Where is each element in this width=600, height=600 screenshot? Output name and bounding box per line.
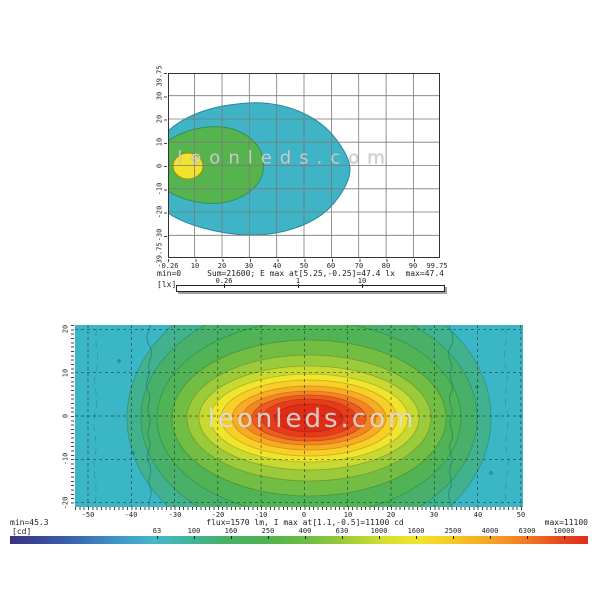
max-value-label: max=47.4 [405,269,444,278]
x-tick-label: 20 [217,262,227,270]
y-tick-label: -20 [155,205,164,219]
colorbar-tick-label: 2500 [444,527,462,535]
grid-lines [75,325,523,507]
colorbar-tick-label: 400 [298,527,312,535]
top-x-minor-ticks [168,259,441,262]
colorbar-tick-label: 630 [335,527,349,535]
y-tick-label: -20 [61,496,70,510]
colorbar-tick-label: 250 [261,527,275,535]
min-value-label: min=45.3 [10,518,49,527]
colorbar-tick [379,536,380,539]
y-tick-label: -10 [61,452,70,466]
x-tick-label: -50 [81,511,95,519]
x-tick-label: 30 [429,511,439,519]
noisy-contour-line [93,328,99,504]
colorbar-tick [268,536,269,539]
y-tick-label: 0 [155,163,164,169]
y-tick-label: -10 [155,182,164,196]
cd-color-scale-bar [10,536,588,544]
y-tick-label: 10 [155,137,164,147]
colorbar-tick [527,536,528,539]
y-tick-label: 39.75 [155,65,164,87]
x-tick-label: 99.75 [426,262,448,270]
x-tick-label: 60 [326,262,336,270]
contour-speck [475,385,479,389]
colorbar-tick [564,536,565,539]
scale-tick-label: 0.26 [215,277,233,285]
y-tick-label: 20 [61,324,70,334]
bottom-x-minor-ticks [75,507,523,510]
y-tick-label: 20 [155,114,164,124]
scale-tick [298,284,299,288]
colorbar-tick [453,536,454,539]
x-tick-label: 70 [354,262,364,270]
colorbar-tick-label: 10000 [553,527,575,535]
illuminance-contour-plot [168,73,440,258]
scale-tick [362,284,363,288]
x-tick-label: -30 [168,511,182,519]
colorbar-tick [342,536,343,539]
min-value-label: min=0 [157,269,182,278]
colorbar-tick-label: 4000 [481,527,499,535]
colorbar-tick [305,536,306,539]
x-tick-label: 30 [244,262,254,270]
x-tick-label: -20 [211,511,225,519]
x-tick-label: 50 [516,511,526,519]
summary-label: flux=1570 lm, I max at[1.1,-0.5]=11100 c… [206,518,404,527]
contour-peak [274,403,344,433]
colorbar-tick [416,536,417,539]
x-tick-label: 0.26 [161,262,179,270]
scale-tick-label: 10 [357,277,367,285]
y-tick-label: 30 [155,91,164,101]
illuminance-region-peak [172,152,204,180]
lux-scale-bar [176,285,445,292]
x-tick-label: 40 [473,511,483,519]
scale-tick [224,284,225,288]
bottom-y-minor-ticks [71,325,74,507]
watermark: leonleds.com [207,404,417,434]
contour-speck [489,471,493,475]
watermark: leonleds.com [177,147,393,169]
x-tick-label: 10 [190,262,200,270]
illuminance-region-mid [168,126,264,204]
noisy-contour-line [448,325,454,507]
x-tick-label: 40 [272,262,282,270]
x-tick-label: -40 [124,511,138,519]
unit-label: [cd] [12,527,32,536]
contour-speck [117,359,121,363]
y-tick-label: 0 [61,413,70,419]
colorbar-tick-label: 63 [152,527,162,535]
colorbar-tick-label: 160 [224,527,238,535]
x-tick-label: 10 [343,511,353,519]
y-tick-label: -30 [155,228,164,242]
grid-lines [168,73,440,258]
colorbar-tick-label: 1000 [370,527,388,535]
colorbar-tick [157,536,158,539]
colorbar-tick [194,536,195,539]
y-tick-label: 10 [61,368,70,378]
noisy-contour-line [145,325,153,507]
unit-label: [lx] [157,280,177,289]
x-tick-label: -10 [254,511,268,519]
x-tick-label: 80 [381,262,391,270]
x-tick-label: 0 [301,511,307,519]
colorbar-tick [231,536,232,539]
scale-tick-label: 1 [295,277,301,285]
x-tick-label: 50 [299,262,309,270]
top-y-minor-ticks [164,73,167,259]
summary-label: Sum=21600; E max at[5.25,-0.25]=47.4 lx [207,269,395,278]
plot-border [168,73,440,258]
max-value-label: max=11100 [544,518,588,527]
colorbar-tick-label: 6300 [518,527,536,535]
colorbar-tick [490,536,491,539]
intensity-heatmap-plot [75,325,523,507]
noisy-contour-line [503,326,509,506]
colorbar-tick-label: 100 [187,527,201,535]
x-tick-label: 20 [386,511,396,519]
colorbar-tick-label: 1600 [407,527,425,535]
x-tick-label: 90 [408,262,418,270]
